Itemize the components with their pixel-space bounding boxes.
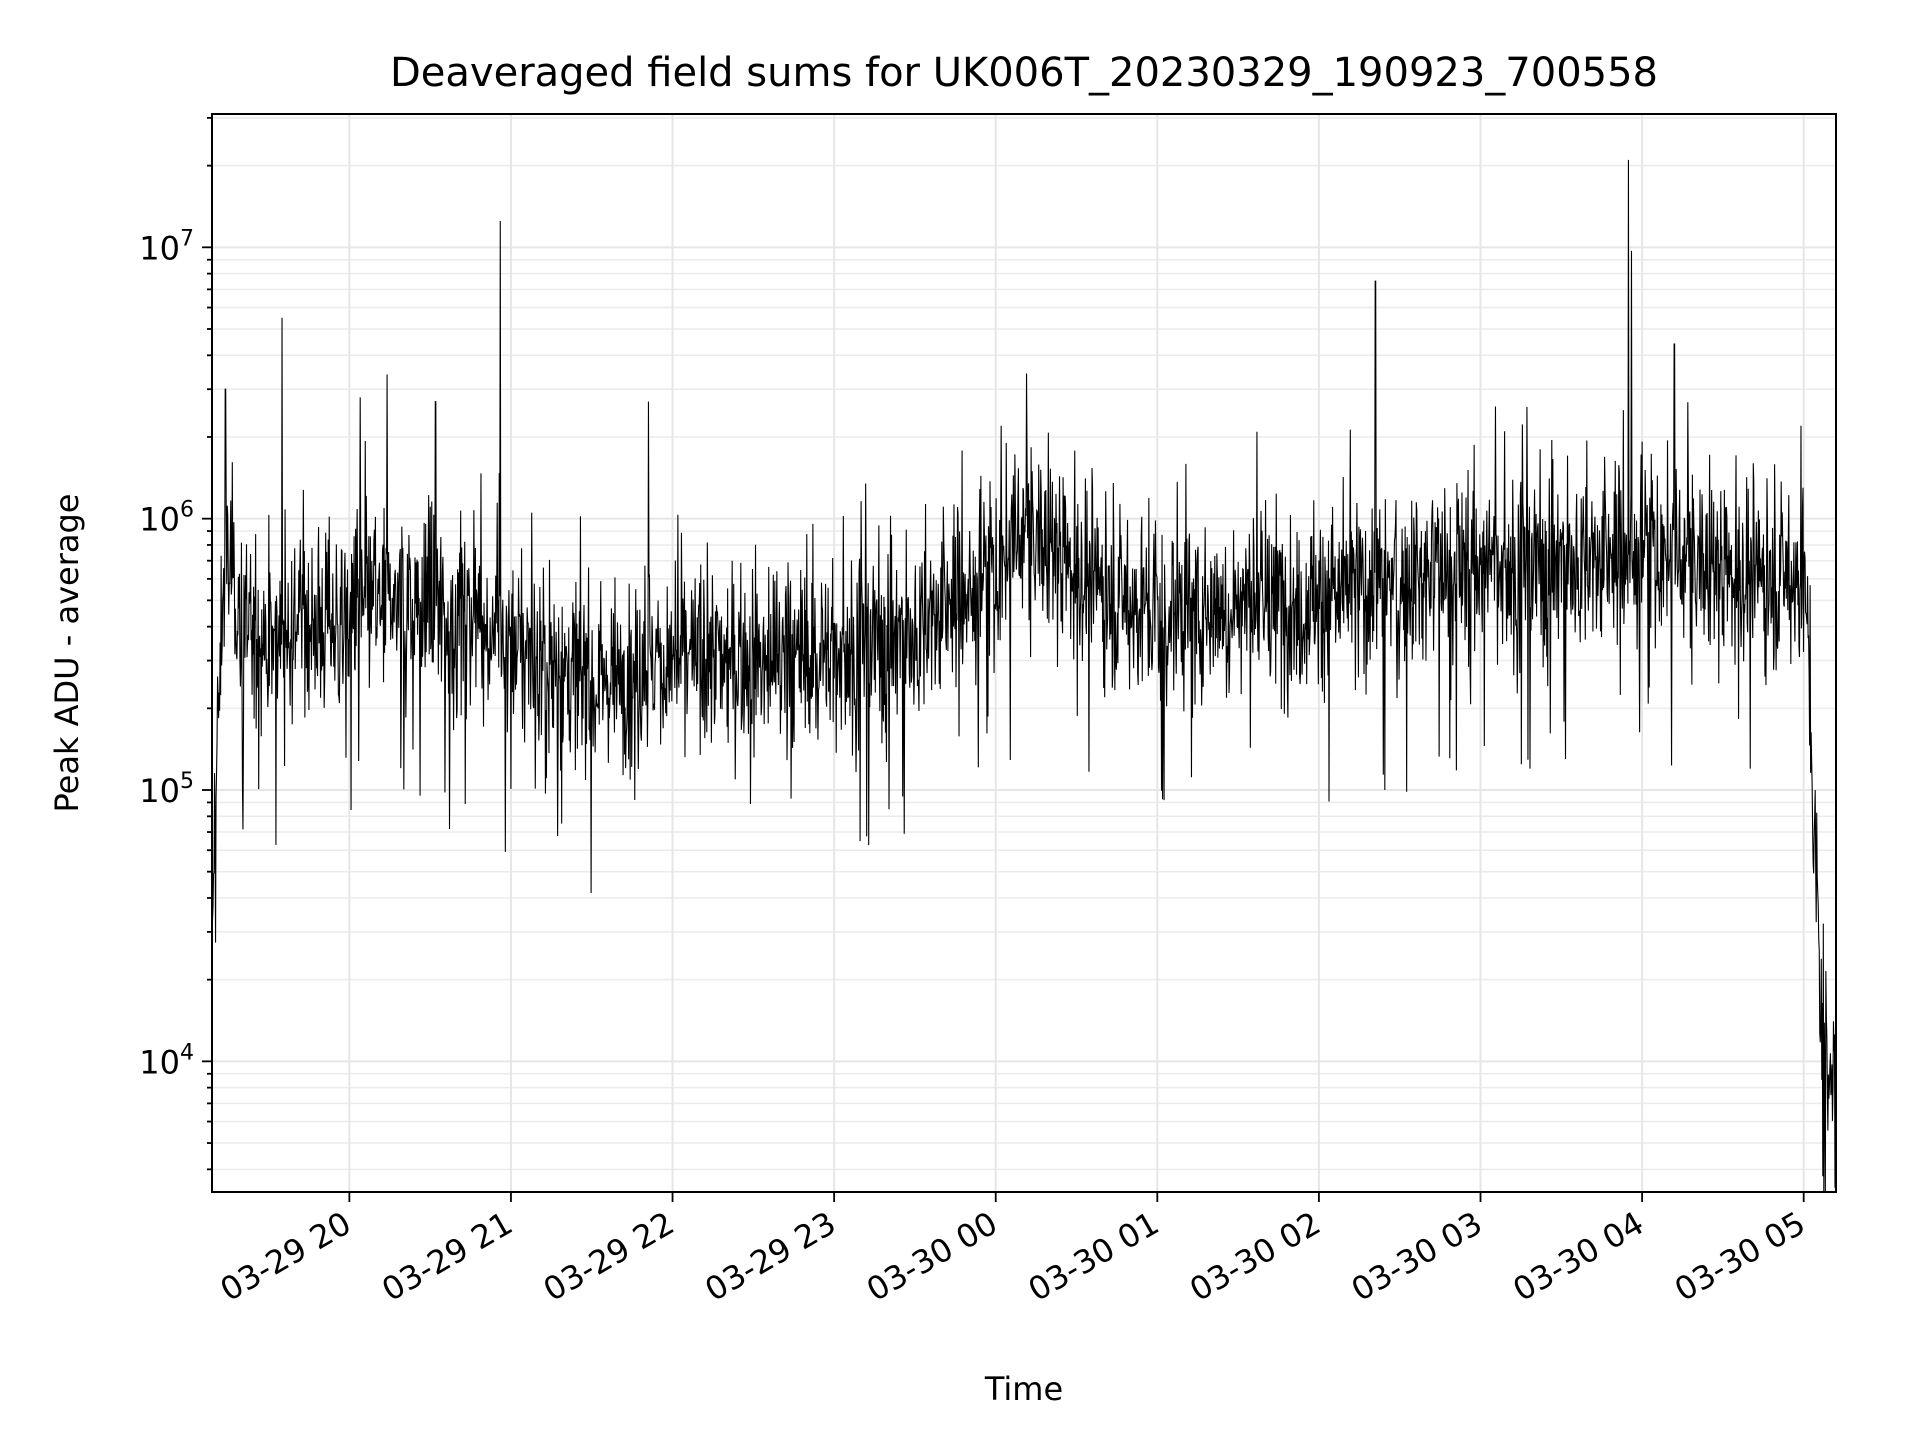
- y-tick-label: 107: [139, 226, 194, 267]
- y-tick-label: 104: [139, 1040, 194, 1081]
- plot-frame: [211, 113, 1837, 1193]
- y-tick-label: 106: [139, 498, 194, 539]
- y-axis-ticks: 104 105 106 107: [139, 116, 212, 1171]
- series-line: [211, 159, 1837, 1193]
- x-axis-label: Time: [984, 1370, 1063, 1408]
- chart-title: Deaveraged field sums for UK006T_2023032…: [390, 50, 1658, 96]
- series-group: [211, 159, 1837, 1193]
- y-axis-label: Peak ADU - average: [48, 494, 86, 813]
- y-tick-label: 105: [139, 769, 194, 810]
